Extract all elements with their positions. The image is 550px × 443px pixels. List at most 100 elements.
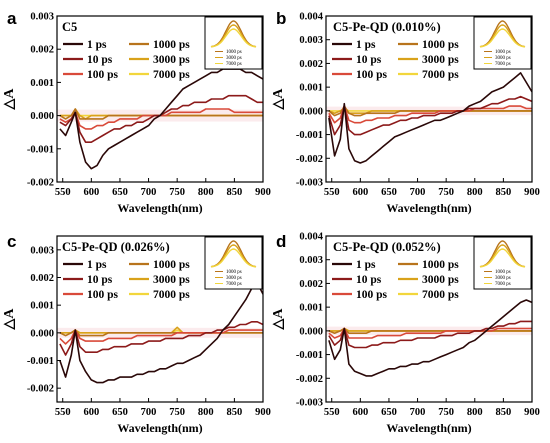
- series-line: [328, 299, 532, 377]
- x-tick-label: 850: [496, 407, 512, 418]
- y-axis-label: △A: [2, 88, 17, 111]
- x-axis-label: Wavelength(nm): [117, 201, 202, 215]
- panel-letter: d: [276, 232, 286, 251]
- legend-label: 1000 ps: [153, 259, 190, 271]
- x-tick-label: 650: [112, 187, 128, 198]
- series-group: [328, 72, 532, 164]
- legend-label: 7000 ps: [422, 289, 459, 301]
- y-tick-label: -0.001: [27, 144, 54, 155]
- inset-legend-label: 3000 ps: [226, 56, 242, 61]
- x-tick-label: 850: [496, 187, 512, 198]
- series-line: [328, 327, 532, 335]
- inset-legend-label: 3000 ps: [226, 276, 242, 281]
- legend-label: 1 ps: [87, 39, 107, 51]
- inset-legend-label: 1000 ps: [495, 50, 511, 55]
- y-tick-label: 0.001: [30, 301, 54, 312]
- legend-label: 3000 ps: [153, 54, 190, 66]
- legend-label: 1000 ps: [422, 39, 459, 51]
- inset-peak: [479, 28, 526, 48]
- series-group: [328, 299, 532, 377]
- legend-label: 100 ps: [87, 289, 119, 301]
- y-axis-label: △A: [271, 88, 286, 111]
- series-line: [59, 329, 263, 345]
- y-tick-label: 0.001: [30, 78, 54, 89]
- panel-letter: c: [7, 232, 16, 251]
- x-tick-label: 900: [524, 187, 540, 198]
- y-tick-label: 0.000: [299, 326, 323, 337]
- legend-label: 1 ps: [356, 259, 376, 271]
- y-tick-label: 0.002: [299, 279, 323, 290]
- inset-legend-label: 7000 ps: [226, 282, 242, 287]
- x-tick-label: 750: [169, 187, 185, 198]
- series-line: [328, 327, 532, 339]
- y-axis-label: △A: [2, 308, 17, 331]
- legend-label: 7000 ps: [422, 69, 459, 81]
- inset-peak: [210, 248, 257, 268]
- x-tick-label: 600: [83, 187, 99, 198]
- panel-title: C5-Pe-QD (0.010%): [333, 20, 441, 34]
- x-tick-label: 800: [198, 407, 214, 418]
- x-tick-label: 600: [83, 407, 99, 418]
- x-tick-label: 600: [352, 187, 368, 198]
- x-tick-label: 700: [410, 407, 426, 418]
- x-tick-label: 750: [438, 407, 454, 418]
- y-tick-label: 0.002: [30, 273, 54, 284]
- series-line: [59, 329, 263, 337]
- panel-d: 550 600 650 700 750 800 850 900 -0.003 -0.002 -0.0…: [271, 232, 540, 436]
- series-line: [328, 320, 532, 349]
- panel-letter: b: [276, 9, 286, 28]
- legend-label: 3000 ps: [153, 274, 190, 286]
- y-tick-label: 0.003: [30, 245, 54, 256]
- y-tick-label: -0.002: [296, 374, 323, 385]
- x-tick-label: 700: [410, 187, 426, 198]
- x-tick-label: 750: [169, 407, 185, 418]
- x-tick-label: 650: [381, 407, 397, 418]
- y-tick-label: 0.002: [299, 59, 323, 70]
- y-tick-label: 0.002: [30, 45, 54, 56]
- y-tick-label: 0.003: [30, 12, 54, 23]
- x-tick-label: 650: [381, 187, 397, 198]
- series-line: [59, 320, 263, 356]
- legend-label: 1000 ps: [422, 259, 459, 271]
- x-axis-label: Wavelength(nm): [386, 201, 471, 215]
- x-tick-label: 850: [227, 407, 243, 418]
- inset-legend-label: 1000 ps: [495, 270, 511, 275]
- y-tick-label: -0.003: [296, 178, 323, 189]
- legend-label: 10 ps: [356, 54, 382, 66]
- x-tick-label: 900: [255, 407, 271, 418]
- inset-peak: [479, 248, 526, 268]
- panel-b: 550 600 650 700 750 800 850 900 -0.003 -0.002 -0.0…: [271, 9, 540, 215]
- panel-title: C5: [62, 20, 77, 34]
- y-tick-label: -0.001: [296, 350, 323, 361]
- inset-legend-label: 7000 ps: [226, 62, 242, 67]
- x-tick-label: 900: [524, 407, 540, 418]
- plot-frame: [56, 15, 264, 183]
- plot-frame: [325, 235, 533, 403]
- plot-frame: [56, 235, 264, 403]
- y-tick-label: 0.000: [299, 106, 323, 117]
- legend-label: 7000 ps: [153, 69, 190, 81]
- x-tick-label: 900: [255, 187, 271, 198]
- x-tick-label: 550: [324, 407, 340, 418]
- x-tick-label: 800: [467, 407, 483, 418]
- y-tick-label: 0.001: [299, 303, 323, 314]
- y-tick-label: 0.003: [299, 255, 323, 266]
- legend-label: 1000 ps: [153, 39, 190, 51]
- y-tick-label: -0.002: [27, 178, 54, 189]
- inset-legend-label: 7000 ps: [495, 282, 511, 287]
- series-line: [328, 105, 532, 124]
- panel-title: C5-Pe-QD (0.026%): [62, 240, 170, 254]
- x-tick-label: 550: [324, 187, 340, 198]
- plot-frame: [325, 15, 533, 183]
- x-tick-label: 750: [438, 187, 454, 198]
- y-tick-label: 0.004: [299, 12, 323, 23]
- legend-label: 10 ps: [87, 54, 113, 66]
- panel-c: 550 600 650 700 750 800 850 900 -0.002 -0.001 0.00…: [2, 232, 271, 435]
- y-axis-label: △A: [271, 308, 286, 331]
- x-axis-label: Wavelength(nm): [386, 421, 471, 435]
- x-tick-label: 800: [198, 187, 214, 198]
- y-tick-label: 0.000: [30, 328, 54, 339]
- y-tick-label: 0.003: [299, 35, 323, 46]
- x-axis-label: Wavelength(nm): [117, 421, 202, 435]
